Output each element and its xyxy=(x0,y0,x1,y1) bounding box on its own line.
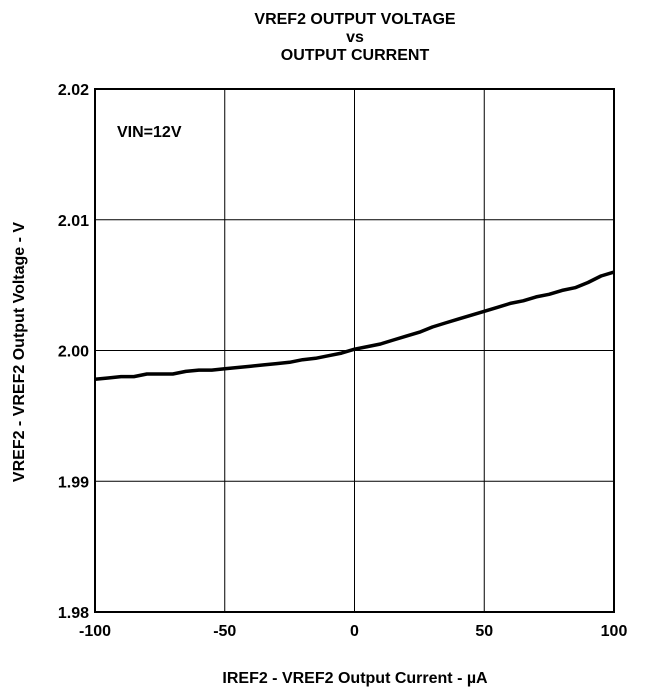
plot-area xyxy=(94,88,615,613)
y-tick-label: 2.02 xyxy=(58,82,89,99)
x-tick-label: -100 xyxy=(79,623,111,640)
x-axis-ticks: -100 -50 0 50 100 xyxy=(79,623,627,640)
x-tick-label: 0 xyxy=(350,623,359,640)
y-axis-ticks: 1.98 1.99 2.00 2.01 2.02 xyxy=(58,82,89,622)
x-tick-label: -50 xyxy=(213,623,236,640)
y-tick-label: 1.98 xyxy=(58,605,89,622)
y-tick-label: 2.01 xyxy=(58,213,89,230)
chart-title: VREF2 OUTPUT VOLTAGE vs OUTPUT CURRENT xyxy=(254,11,456,64)
x-axis-label: IREF2 - VREF2 Output Current - µA xyxy=(222,670,488,687)
chart-title-line-3: OUTPUT CURRENT xyxy=(281,47,430,64)
annotation-vin: VIN=12V xyxy=(117,124,182,141)
y-axis-label: VREF2 - VREF2 Output Voltage - V xyxy=(11,222,28,482)
x-tick-label: 100 xyxy=(601,623,628,640)
chart-title-line-2: vs xyxy=(346,29,364,46)
chart-title-line-1: VREF2 OUTPUT VOLTAGE xyxy=(254,11,456,28)
y-tick-label: 2.00 xyxy=(58,344,89,361)
series-line-vref2 xyxy=(94,270,615,382)
y-tick-label: 1.99 xyxy=(58,474,89,491)
x-tick-label: 50 xyxy=(475,623,493,640)
